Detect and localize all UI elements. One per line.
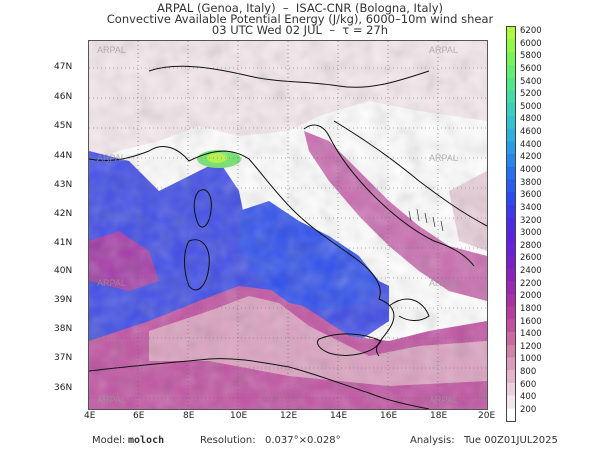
colorbar-label: 6200 xyxy=(520,26,542,36)
lat-label: 39N xyxy=(54,295,73,305)
watermark: ARPAL xyxy=(429,45,458,55)
france-coast xyxy=(89,146,190,162)
colorbar-label: 3200 xyxy=(520,215,542,226)
colorbar-label: 2800 xyxy=(520,240,542,251)
colorbar xyxy=(506,26,516,422)
watermark: ARPAL xyxy=(97,153,126,163)
lat-label: 42N xyxy=(54,209,73,219)
colorbar-label: 6000 xyxy=(520,38,542,49)
corsica xyxy=(193,189,212,228)
colorbar-label: 1000 xyxy=(520,354,542,365)
colorbar-label: 5600 xyxy=(520,63,542,74)
lon-label: 6E xyxy=(133,411,145,421)
analysis-value: Tue 00Z01JUL2025 xyxy=(464,435,558,446)
watermark: ARPAL xyxy=(429,278,458,288)
title-line-2: Convective Available Potential Energy (J… xyxy=(106,12,494,26)
colorbar-label: 800 xyxy=(520,367,537,378)
colorbar-label: 200 xyxy=(520,405,537,415)
colorbar-label: 1800 xyxy=(520,303,542,314)
lon-label: 16E xyxy=(380,411,398,421)
watermarks: ARPAL ARPAL ARPAL ARPAL ARPAL ARPAL ARPA… xyxy=(97,45,458,405)
cape-map: ARPAL ARPAL ARPAL ARPAL ARPAL ARPAL ARPA… xyxy=(88,40,488,410)
colorbar-label: 4400 xyxy=(520,139,542,150)
resolution-value: 0.037°×0.028° xyxy=(265,435,341,446)
colorbar-label: 4200 xyxy=(520,152,542,163)
colorbar-label: 4000 xyxy=(520,164,542,175)
coastlines xyxy=(89,65,487,409)
lat-label: 41N xyxy=(54,238,73,248)
analysis-label: Analysis: xyxy=(410,435,455,446)
italy-coast xyxy=(188,124,475,357)
colorbar-label: 5400 xyxy=(520,76,542,87)
lat-label: 40N xyxy=(54,266,73,276)
resolution-label: Resolution: xyxy=(200,435,256,446)
watermark: ARPAL xyxy=(97,45,126,55)
lon-label: 14E xyxy=(330,411,348,421)
lon-label: 20E xyxy=(478,411,496,421)
lat-label: 36N xyxy=(54,383,73,393)
lat-label: 38N xyxy=(54,324,73,334)
lat-label: 47N xyxy=(54,62,73,72)
watermark: ARPAL xyxy=(429,153,458,163)
lat-label: 46N xyxy=(54,92,73,102)
lon-label: 8E xyxy=(183,411,195,421)
lon-label: 18E xyxy=(430,411,448,421)
lon-label: 10E xyxy=(230,411,248,421)
sardinia xyxy=(184,239,210,291)
watermark: ARPAL xyxy=(97,395,126,405)
watermark: ARPAL xyxy=(97,278,126,288)
model-value: moloch xyxy=(128,435,165,446)
colorbar-label: 5800 xyxy=(520,51,542,62)
colorbar-label: 3400 xyxy=(520,202,542,213)
lat-label: 44N xyxy=(54,151,73,161)
colorbar-label: 3600 xyxy=(520,190,542,201)
north-africa-coast xyxy=(89,358,430,409)
colorbar-label: 2400 xyxy=(520,266,542,277)
watermark: ARPAL xyxy=(429,395,458,405)
model-label: Model: xyxy=(92,435,126,446)
balkan-coast xyxy=(333,120,487,227)
colorbar-label: 4800 xyxy=(520,114,542,125)
colorbar-label: 5200 xyxy=(520,89,542,100)
colorbar-label: 2000 xyxy=(520,291,542,302)
colorbar-label: 1400 xyxy=(520,329,542,340)
title-line-1: ARPAL (Genoa, Italy) – ISAC-CNR (Bologna… xyxy=(156,1,443,15)
colorbar-label: 5000 xyxy=(520,101,542,112)
lat-label: 37N xyxy=(54,353,73,363)
lon-label: 4E xyxy=(84,411,96,421)
lat-label: 45N xyxy=(54,121,73,131)
colorbar-label: 1600 xyxy=(520,316,542,327)
colorbar-label: 600 xyxy=(520,379,537,390)
graticule xyxy=(89,41,487,409)
lat-label: 43N xyxy=(54,180,73,190)
colorbar-label: 1200 xyxy=(520,341,542,352)
title-line-3: 03 UTC Wed 02 JUL – τ = 27h xyxy=(211,23,389,37)
lon-label: 12E xyxy=(280,411,298,421)
alps-border xyxy=(148,65,430,88)
map-svg: ARPAL ARPAL ARPAL ARPAL ARPAL ARPAL ARPA… xyxy=(89,41,487,409)
colorbar-label: 4600 xyxy=(520,127,542,138)
sicily xyxy=(316,333,382,356)
colorbar-label: 3000 xyxy=(520,228,542,239)
colorbar-label: 2600 xyxy=(520,253,542,264)
colorbar-label: 3800 xyxy=(520,177,542,188)
colorbar-label: 2200 xyxy=(520,278,542,289)
colorbar-label: 400 xyxy=(520,392,537,403)
